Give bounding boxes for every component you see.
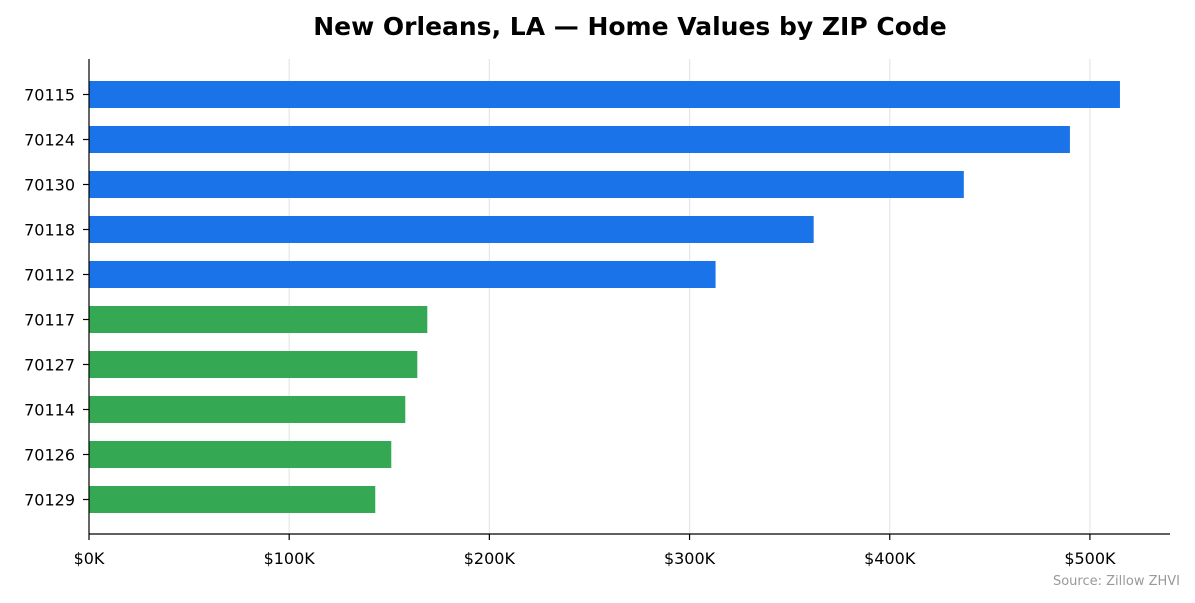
y-tick-label-70118: 70118 [24, 221, 75, 240]
y-tick-label-70114: 70114 [24, 401, 75, 420]
source-note: Source: Zillow ZHVI [1053, 574, 1180, 589]
bar-70112 [89, 261, 716, 288]
y-tick-label-70130: 70130 [24, 176, 75, 195]
bar-70118 [89, 216, 814, 243]
y-tick-label-70126: 70126 [24, 446, 75, 465]
chart-title: New Orleans, LA — Home Values by ZIP Cod… [313, 12, 947, 41]
bar-70126 [89, 441, 392, 468]
bar-70127 [89, 351, 418, 378]
bar-70130 [89, 171, 964, 198]
y-tick-labels: 70115 70124 70130 70118 70112 70117 70127 70114… [24, 86, 89, 510]
bar-70114 [89, 396, 406, 423]
bar-70129 [89, 486, 376, 513]
y-tick-label-70129: 70129 [24, 491, 75, 510]
bars [89, 81, 1120, 513]
y-tick-label-70127: 70127 [24, 356, 75, 375]
x-tick-label: $200K [464, 549, 516, 568]
x-tick-labels: $0K $100K $200K $300K $400K $500K [74, 534, 1116, 568]
y-tick-label-70112: 70112 [24, 266, 75, 285]
y-tick-label-70117: 70117 [24, 311, 75, 330]
bar-70124 [89, 126, 1070, 153]
bar-70117 [89, 306, 428, 333]
x-tick-label: $100K [264, 549, 316, 568]
x-tick-label: $300K [664, 549, 716, 568]
y-tick-label-70124: 70124 [24, 131, 75, 150]
x-tick-label: $400K [864, 549, 916, 568]
bar-70115 [89, 81, 1120, 108]
x-tick-label: $0K [74, 549, 105, 568]
y-tick-label-70115: 70115 [24, 86, 75, 105]
x-tick-label: $500K [1064, 549, 1116, 568]
